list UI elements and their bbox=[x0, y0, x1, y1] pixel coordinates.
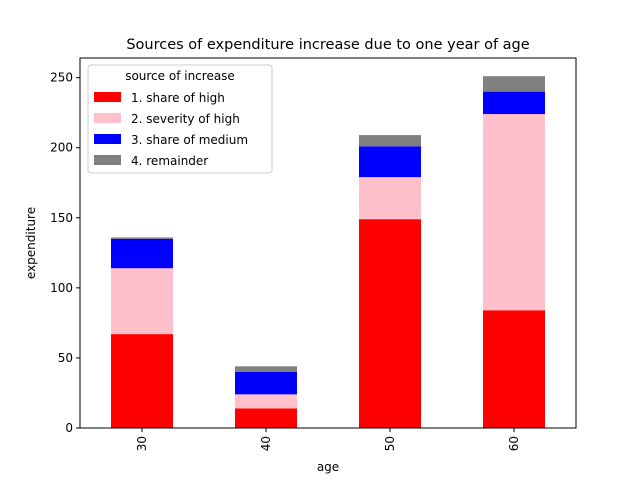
bar-60-series-1 bbox=[483, 310, 545, 428]
plot-frame bbox=[79, 57, 577, 429]
bar-50-series-2 bbox=[359, 177, 421, 220]
x-tick-label: 60 bbox=[507, 436, 521, 451]
legend-label: 1. share of high bbox=[131, 91, 225, 105]
legend-label: 3. share of medium bbox=[131, 133, 248, 147]
bar-60-series-4 bbox=[483, 76, 545, 92]
legend: source of increase 1. share of high 2. se… bbox=[87, 64, 273, 174]
chart-title: Sources of expenditure increase due to o… bbox=[126, 37, 529, 53]
bars-layer bbox=[111, 76, 545, 428]
x-tick-label: 50 bbox=[383, 436, 397, 451]
y-axis-label: expenditure bbox=[24, 207, 38, 279]
bar-40-series-4 bbox=[235, 366, 297, 372]
legend-title: source of increase bbox=[125, 69, 235, 83]
x-tick-label: 40 bbox=[259, 436, 273, 451]
legend-swatch bbox=[94, 134, 121, 144]
legend-swatch bbox=[94, 92, 121, 102]
legend-swatch bbox=[94, 155, 121, 165]
x-tick-label: 30 bbox=[135, 436, 149, 451]
legend-label: 2. severity of high bbox=[131, 112, 240, 126]
bar-40-series-1 bbox=[235, 408, 297, 428]
bar-50-series-4 bbox=[359, 135, 421, 147]
x-axis: 30 40 50 60 bbox=[135, 428, 521, 451]
bar-30-series-2 bbox=[111, 268, 173, 335]
bar-30-series-4 bbox=[111, 237, 173, 239]
bar-30-series-1 bbox=[111, 334, 173, 428]
y-tick-label: 100 bbox=[50, 281, 73, 295]
y-tick-label: 200 bbox=[50, 141, 73, 155]
y-tick-label: 0 bbox=[65, 421, 73, 435]
bar-30-series-3 bbox=[111, 238, 173, 269]
bar-60-series-3 bbox=[483, 91, 545, 115]
y-tick-label: 50 bbox=[58, 351, 73, 365]
x-axis-label: age bbox=[317, 460, 339, 474]
legend-frame bbox=[87, 64, 273, 174]
bar-50-series-1 bbox=[359, 219, 421, 428]
legend-swatch bbox=[94, 113, 121, 123]
y-axis: 0 50 100 150 200 250 bbox=[50, 71, 80, 435]
legend-label: 4. remainder bbox=[131, 154, 208, 168]
y-tick-label: 150 bbox=[50, 211, 73, 225]
bar-60-series-2 bbox=[483, 114, 545, 311]
bar-40-series-2 bbox=[235, 394, 297, 409]
bar-40-series-3 bbox=[235, 371, 297, 395]
y-tick-label: 250 bbox=[50, 71, 73, 85]
legend-items: 1. share of high 2. severity of high 3. sh… bbox=[94, 91, 248, 168]
bar-50-series-3 bbox=[359, 146, 421, 178]
